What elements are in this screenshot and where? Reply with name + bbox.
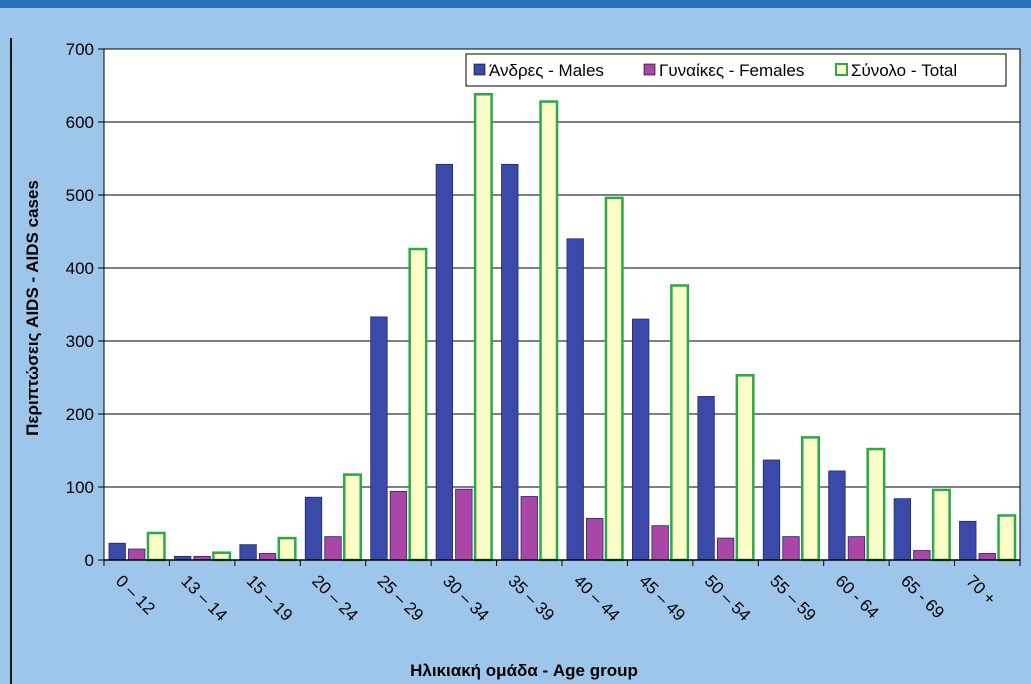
y-tick-label: 0 xyxy=(85,551,94,570)
x-tick-label-group: 35 – 39 xyxy=(504,571,558,625)
bar-females xyxy=(913,550,931,561)
x-tick-label-group: 60 - 64 xyxy=(832,571,883,622)
x-tick-label: 70 + xyxy=(962,571,999,608)
x-tick-label: 30 – 34 xyxy=(439,571,493,625)
bar-females xyxy=(586,517,604,561)
legend-swatch xyxy=(643,63,656,76)
x-axis-ticks: 0 – 12 13 – 14 15 – 19 20 – 24 25 – 29 30 – 3… xyxy=(103,559,1021,625)
y-tick-label: 300 xyxy=(66,332,94,351)
x-tick-label: 60 - 64 xyxy=(832,571,883,622)
bar-total xyxy=(343,473,362,562)
x-tick-label-group: 50 – 54 xyxy=(701,571,755,625)
x-tick-label-group: 70 + xyxy=(962,571,999,608)
bar-total xyxy=(146,531,166,562)
bar-males xyxy=(631,318,650,561)
legend-label: Γυναίκες - Females xyxy=(659,61,804,80)
y-tick-label: 400 xyxy=(66,259,94,278)
legend: Άνδρες - Males Γυναίκες - Females Σύνολο -… xyxy=(465,53,1007,87)
legend-swatch xyxy=(835,63,848,76)
y-axis-ticks: 0 100 200 300 400 500 600 700 xyxy=(66,40,104,570)
bar-total xyxy=(473,93,493,562)
y-tick-label: 600 xyxy=(66,113,94,132)
bar-females xyxy=(128,548,146,561)
y-tick-label: 100 xyxy=(66,478,94,497)
x-tick-label: 13 – 14 xyxy=(177,571,231,625)
bar-females xyxy=(520,496,538,561)
bar-females xyxy=(978,553,996,561)
x-tick-label-group: 13 – 14 xyxy=(177,571,231,625)
bar-males xyxy=(828,470,846,561)
bar-males xyxy=(566,238,584,561)
bar-females xyxy=(455,488,473,561)
bar-total xyxy=(670,284,690,562)
bar-females xyxy=(782,536,800,561)
y-tick-label: 500 xyxy=(66,186,94,205)
x-axis-title: Ηλικιακή ομάδα - Age group xyxy=(410,661,638,680)
x-tick-label-group: 40 – 44 xyxy=(570,571,624,625)
x-tick-label: 20 – 24 xyxy=(308,571,362,625)
x-tick-label-group: 30 – 34 xyxy=(439,571,493,625)
bar-females xyxy=(324,536,342,561)
bar-total xyxy=(801,436,820,562)
y-tick-label: 200 xyxy=(66,405,94,424)
x-tick-label-group: 15 – 19 xyxy=(243,571,297,625)
y-tick-label: 700 xyxy=(66,40,94,59)
x-tick-label-group: 45 – 49 xyxy=(635,571,689,625)
bar-females xyxy=(389,490,408,561)
x-tick-label-group: 65 - 69 xyxy=(897,571,948,622)
bar-females xyxy=(847,536,866,561)
bar-total xyxy=(604,196,624,562)
bar-total xyxy=(408,247,428,562)
bar-males xyxy=(959,520,977,561)
legend-label: Σύνολο - Total xyxy=(851,61,957,80)
legend-box xyxy=(465,53,1007,87)
bar-males xyxy=(239,544,257,561)
bar-females xyxy=(651,525,669,561)
x-tick-label: 0 – 12 xyxy=(112,571,159,618)
bar-males xyxy=(370,316,388,561)
x-tick-label: 40 – 44 xyxy=(570,571,624,625)
x-tick-label: 65 - 69 xyxy=(897,571,948,622)
bar-total xyxy=(931,488,951,562)
bar-chart: 0 100 200 300 400 500 600 700 0 – 12 13 – 14 15 –… xyxy=(10,38,1021,684)
x-tick-label: 25 – 29 xyxy=(374,571,428,625)
legend-swatch xyxy=(473,63,486,76)
x-tick-label: 35 – 39 xyxy=(504,571,558,625)
bar-females xyxy=(258,553,277,561)
bar-total xyxy=(212,551,232,562)
bar-males xyxy=(501,163,519,561)
bar-total xyxy=(735,374,755,562)
x-tick-label: 15 – 19 xyxy=(243,571,297,625)
bar-total xyxy=(997,514,1017,562)
legend-label: Άνδρες - Males xyxy=(489,61,604,80)
x-tick-label: 50 – 54 xyxy=(701,571,755,625)
bar-females xyxy=(716,537,735,561)
bar-total xyxy=(866,447,886,562)
x-tick-label: 45 – 49 xyxy=(635,571,689,625)
x-tick-label-group: 20 – 24 xyxy=(308,571,362,625)
bar-total xyxy=(277,536,297,562)
y-axis-title: Περιπτώσεις AIDS - AIDS cases xyxy=(23,180,42,436)
bar-males xyxy=(435,163,454,561)
bar-males xyxy=(108,542,126,561)
x-tick-label-group: 25 – 29 xyxy=(374,571,428,625)
x-tick-label-group: 55 – 59 xyxy=(766,571,820,625)
bars xyxy=(108,93,1017,562)
bar-males xyxy=(893,498,912,561)
x-tick-label: 55 – 59 xyxy=(766,571,820,625)
bar-males xyxy=(304,496,323,561)
bar-total xyxy=(539,100,559,562)
x-tick-label-group: 0 – 12 xyxy=(112,571,159,618)
bar-males xyxy=(762,459,781,561)
bar-males xyxy=(697,396,715,561)
